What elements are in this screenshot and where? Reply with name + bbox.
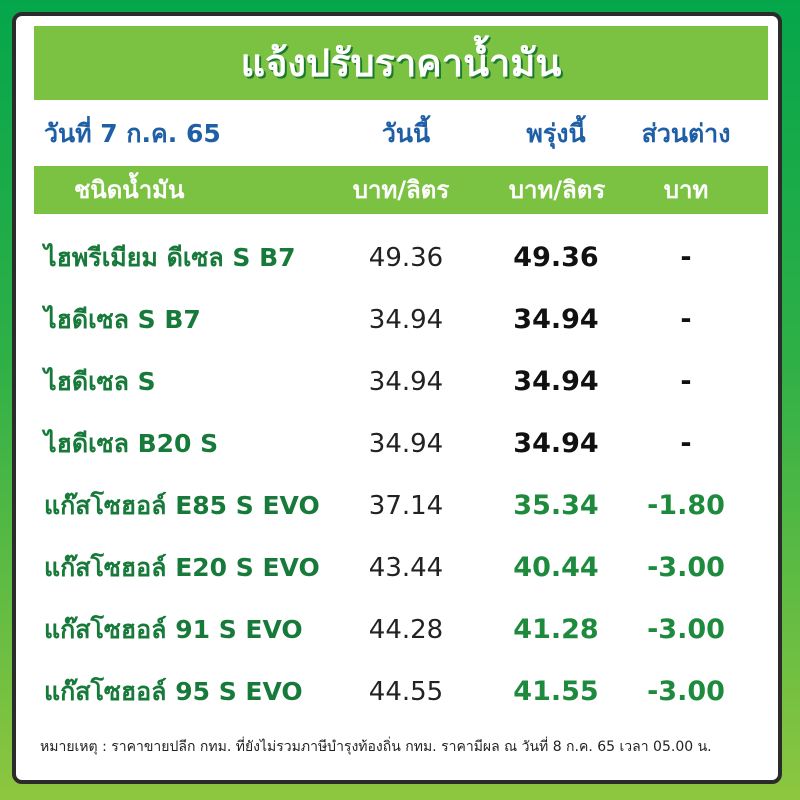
cell-today: 37.14 (368, 491, 444, 521)
cell-diff: -3.00 (647, 552, 725, 583)
cell-name: ไฮพรีเมียม ดีเซล S B7 (44, 243, 296, 272)
cell-diff: -3.00 (647, 676, 725, 707)
table-row: ไฮพรีเมียม ดีเซล S B7 49.36 49.36 - (16, 228, 778, 288)
cell-tomorrow: 35.34 (513, 490, 599, 521)
cell-tomorrow: 49.36 (513, 242, 599, 273)
cell-diff: - (680, 304, 692, 335)
cell-name: ไฮดีเซล S B7 (44, 305, 201, 334)
unit-diff: บาท (663, 176, 709, 204)
col-diff: ส่วนต่าง (641, 119, 731, 148)
cell-today: 34.94 (368, 367, 444, 397)
cell-today: 43.44 (368, 553, 444, 583)
unit-today: บาท/ลิตร (352, 176, 450, 204)
table-row: ไฮดีเซล B20 S 34.94 34.94 - (16, 414, 778, 474)
price-card: แจ้งปรับราคาน้ำมัน วันที่ 7 ก.ค. 65 วันน… (12, 12, 782, 784)
cell-today: 44.28 (368, 615, 444, 645)
cell-tomorrow: 34.94 (513, 366, 599, 397)
cell-diff: -1.80 (647, 490, 725, 521)
footnote: หมายเหตุ : ราคาขายปลีก กทม. ที่ยังไม่รวม… (40, 739, 712, 755)
cell-diff: -3.00 (647, 614, 725, 645)
cell-tomorrow: 34.94 (513, 304, 599, 335)
cell-today: 34.94 (368, 429, 444, 459)
unit-tomorrow: บาท/ลิตร (508, 176, 606, 204)
cell-name: แก๊สโซฮอล์ 95 S EVO (44, 677, 303, 706)
cell-tomorrow: 41.28 (513, 614, 599, 645)
cell-today: 44.55 (368, 677, 444, 707)
cell-diff: - (680, 242, 692, 273)
unit-type: ชนิดน้ำมัน (74, 176, 185, 204)
col-today: วันนี้ (381, 119, 431, 148)
cell-name: ไฮดีเซล B20 S (44, 429, 219, 458)
cell-diff: - (680, 366, 692, 397)
cell-tomorrow: 41.55 (513, 676, 599, 707)
cell-today: 34.94 (368, 305, 444, 335)
cell-tomorrow: 40.44 (513, 552, 599, 583)
cell-name: แก๊สโซฮอล์ E20 S EVO (44, 553, 320, 582)
cell-name: ไฮดีเซล S (44, 367, 156, 396)
table-row: แก๊สโซฮอล์ 95 S EVO 44.55 41.55 -3.00 (16, 662, 778, 722)
cell-tomorrow: 34.94 (513, 428, 599, 459)
cell-diff: - (680, 428, 692, 459)
table-row: ไฮดีเซล S 34.94 34.94 - (16, 352, 778, 412)
table-row: แก๊สโซฮอล์ E20 S EVO 43.44 40.44 -3.00 (16, 538, 778, 598)
table-row: ไฮดีเซล S B7 34.94 34.94 - (16, 290, 778, 350)
table-row: แก๊สโซฮอล์ 91 S EVO 44.28 41.28 -3.00 (16, 600, 778, 660)
col-tomorrow: พรุ่งนี้ (526, 119, 586, 148)
page-title: แจ้งปรับราคาน้ำมัน (34, 26, 768, 100)
cell-name: แก๊สโซฮอล์ E85 S EVO (44, 491, 320, 520)
table-row: แก๊สโซฮอล์ E85 S EVO 37.14 35.34 -1.80 (16, 476, 778, 536)
date-label: วันที่ 7 ก.ค. 65 (44, 119, 221, 148)
cell-name: แก๊สโซฮอล์ 91 S EVO (44, 615, 303, 644)
cell-today: 49.36 (368, 243, 444, 273)
units-header: ชนิดน้ำมัน บาท/ลิตร บาท/ลิตร บาท (34, 166, 768, 214)
